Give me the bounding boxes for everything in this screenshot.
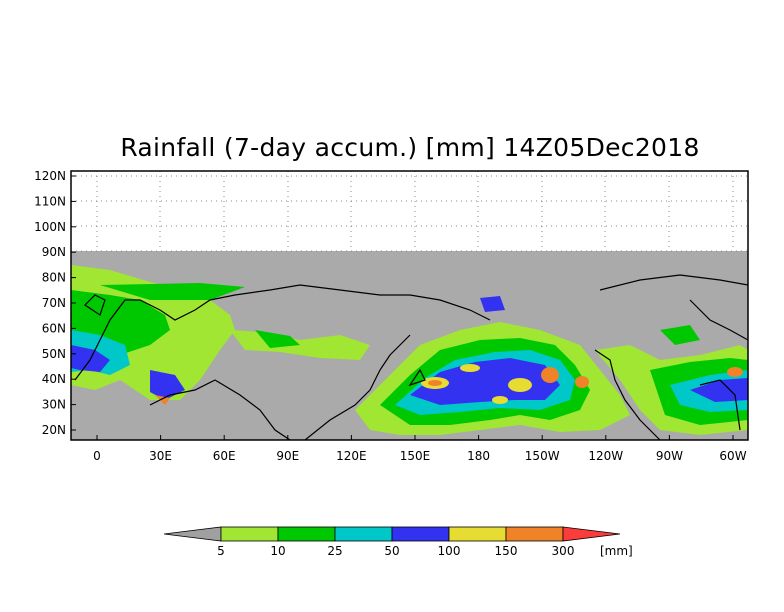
colorbar-bin [391,526,450,542]
graticule [71,171,748,252]
colorbar-bin [220,526,279,542]
lon-tick-label: 60E [213,449,236,463]
lon-tick-label: 30E [149,449,172,463]
colorbar-label: 10 [270,544,285,558]
lat-tick-label: 60N [42,321,66,335]
colorbar-label: 100 [438,544,461,558]
lat-tick-label: 90N [42,245,66,259]
colorbar-bin [334,526,393,542]
plot-frame [70,170,749,441]
lat-tick-label: 40N [42,372,66,386]
lat-tick-label: 80N [42,271,66,285]
lon-tick-label: 120E [336,449,367,463]
colorbar-bin [277,526,336,542]
rain-field-europe [71,265,245,405]
rain-field-north-america [480,296,748,435]
colorbar-bin [448,526,507,542]
lat-tick-label: 100N [34,220,66,234]
colorbar-label: 300 [552,544,575,558]
lat-tick-label: 110N [34,194,66,208]
lon-tick-label: 150E [400,449,431,463]
rain-field-asia-band [230,330,370,360]
latitude-labels: 120N 110N 100N 90N 80N 70N 60N 50N 40N 30N 20N [34,169,76,437]
colorbar-units: [mm] [600,544,633,558]
lon-tick-label: 120W [588,449,623,463]
lat-tick-label: 50N [42,347,66,361]
lon-tick-label: 0 [93,449,101,463]
lat-tick-label: 70N [42,296,66,310]
lon-tick-label: 90E [276,449,299,463]
rain-field-north-pacific [355,322,630,435]
colorbar-label: 50 [384,544,399,558]
lat-tick-label: 120N [34,169,66,183]
lon-tick-label: 90W [656,449,683,463]
map-title: Rainfall (7-day accum.) [mm] 14Z05Dec201… [120,133,700,162]
lon-tick-label: 60W [719,449,746,463]
lon-tick-label: 180 [467,449,490,463]
lat-tick-label: 20N [42,423,66,437]
lat-tick-label: 30N [42,398,66,412]
colorbar-bin [562,526,621,542]
colorbar-label: 5 [217,544,225,558]
longitude-labels: 0 30E 60E 90E 120E 150E 180 150W 120W 90W 60W [93,435,747,463]
colorbar: 5 10 25 50 100 150 300 [163,526,621,558]
coastlines [74,274,748,440]
colorbar-label: 25 [327,544,342,558]
lon-tick-label: 150W [525,449,560,463]
map-plot-area [71,251,748,440]
colorbar-label: 150 [495,544,518,558]
colorbar-bin [505,526,564,542]
colorbar-bin [163,526,222,542]
